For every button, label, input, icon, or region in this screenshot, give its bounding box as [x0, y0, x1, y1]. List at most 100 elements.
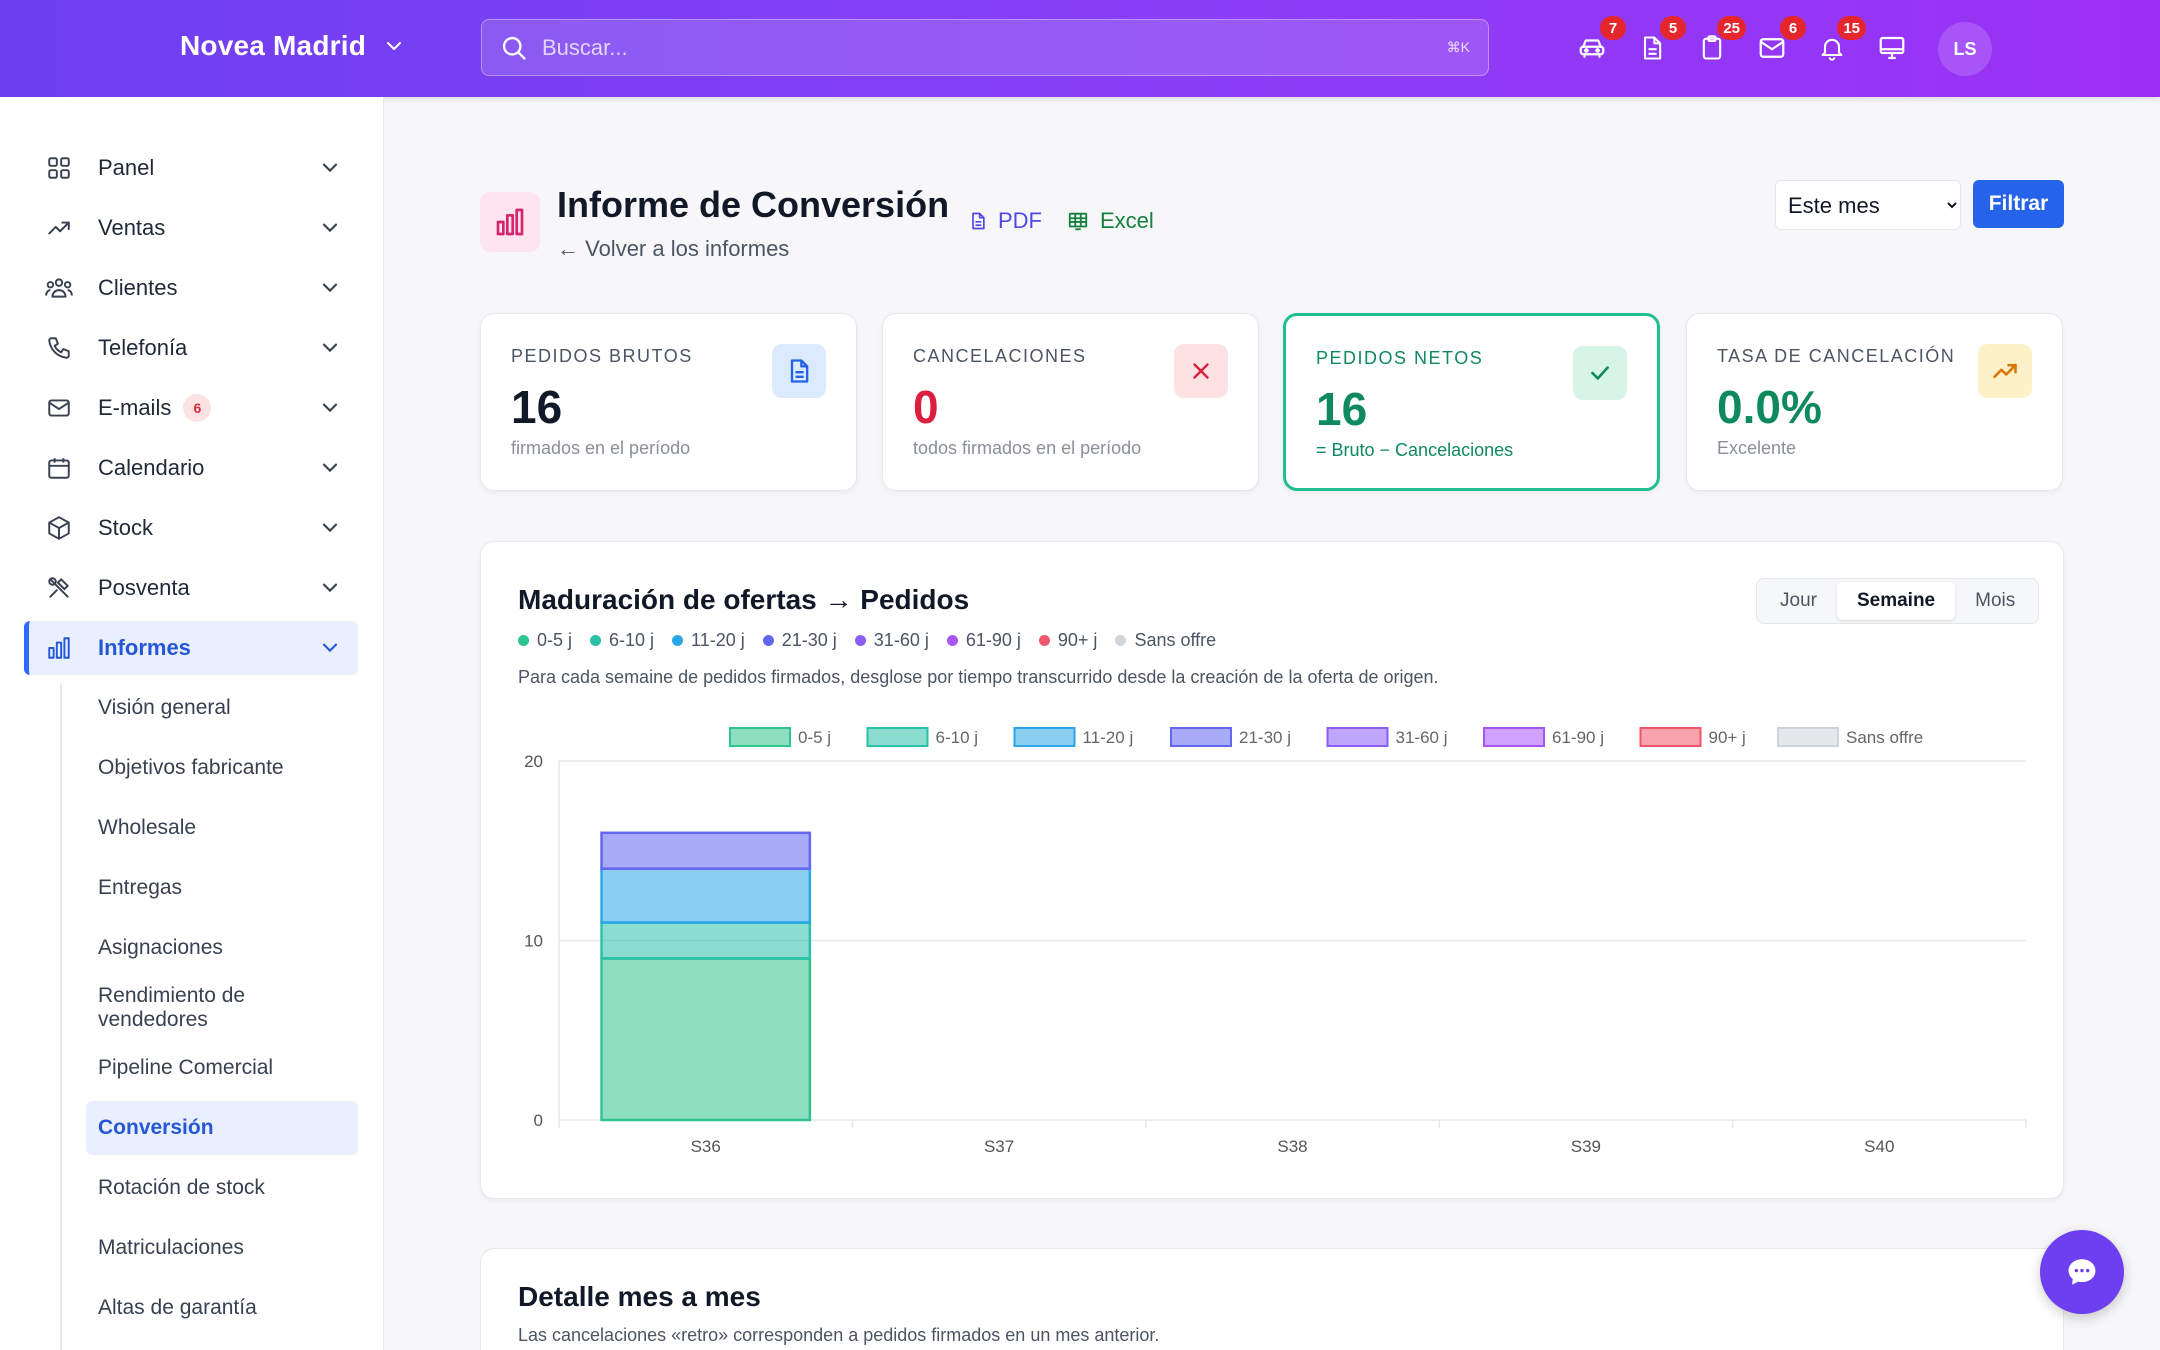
header-car-button[interactable]: 7 — [1572, 16, 1626, 72]
chart-legend-label: 61-90 j — [1552, 728, 1604, 747]
calendar-icon — [48, 458, 70, 479]
stat-card-gross-orders: PEDIDOS BRUTOS 16 firmados en el período — [480, 313, 857, 491]
sidebar-item-informes[interactable]: Informes — [24, 621, 358, 675]
sidebar-subitem-altas-garantia[interactable]: Altas de garantía — [98, 1296, 257, 1319]
stat-subtext: Excelente — [1717, 438, 1797, 458]
chart-legend-swatch — [729, 727, 791, 747]
sidebar-subitem-conversion[interactable]: Conversión — [86, 1101, 358, 1155]
sidebar-item-panel[interactable]: Panel — [24, 141, 358, 195]
legend-dot — [1115, 635, 1127, 646]
tools-icon — [48, 577, 70, 598]
sidebar-item-emails[interactable]: E-mails 6 — [24, 381, 358, 435]
sidebar-item-label: Calendario — [98, 455, 205, 480]
export-excel-link[interactable]: Excel — [1066, 208, 1154, 234]
bar-chart-icon — [48, 637, 70, 659]
stat-card-net-orders: PEDIDOS NETOS 16 = Bruto − Cancelaciones — [1283, 313, 1660, 491]
legend-dot — [854, 635, 866, 646]
search-shortcut: ⌘K — [1446, 39, 1470, 55]
export-pdf-link[interactable]: PDF — [968, 208, 1042, 234]
users-icon — [45, 278, 73, 298]
box-icon — [48, 516, 70, 540]
sidebar-item-calendario[interactable]: Calendario — [24, 441, 358, 495]
sidebar-subitem-objetivos-fabricante[interactable]: Objetivos fabricante — [98, 756, 284, 779]
sidebar-subitem-vision-general[interactable]: Visión general — [98, 696, 231, 719]
y-tick-label: 10 — [524, 932, 543, 951]
x-tick-label: S36 — [691, 1137, 721, 1156]
chart-legend-label: 6-10 j — [936, 728, 979, 747]
chevron-down-icon — [322, 163, 338, 173]
legend-item: 61-90 j — [946, 630, 1021, 651]
stacked-bar-chart: 0-5 j 6-10 j 11-20 j 21-30 j 31-60 j 61-90 j 9… — [524, 727, 2027, 1156]
legend-label: 11-20 j — [691, 630, 745, 650]
legend-dot — [590, 635, 602, 646]
stat-icon-tile — [1978, 344, 2032, 398]
sidebar-item-label: Panel — [98, 155, 155, 180]
chevron-down-icon — [322, 223, 338, 233]
document-badge: 5 — [1660, 16, 1686, 40]
document-icon — [790, 359, 809, 383]
sidebar-subitem-asignaciones[interactable]: Asignaciones — [98, 936, 223, 959]
chat-button[interactable] — [2040, 1230, 2124, 1314]
sidebar-item-clientes[interactable]: Clientes — [24, 261, 358, 315]
chart-legend-swatch — [1013, 727, 1076, 747]
header-bell-button[interactable]: 15 — [1812, 16, 1866, 72]
header-document-button[interactable]: 5 — [1632, 16, 1686, 72]
stat-label: PEDIDOS NETOS — [1316, 348, 1484, 368]
spreadsheet-icon — [1068, 212, 1088, 231]
sidebar-subitem-matriculaciones[interactable]: Matriculaciones — [98, 1236, 244, 1259]
chart-legend-swatch — [1483, 727, 1545, 747]
search-input[interactable] — [542, 34, 1447, 61]
page-title: Informe de Conversión — [557, 184, 950, 225]
sidebar-subitem-rendimiento-vendedores[interactable]: Rendimiento de vendedores — [98, 984, 246, 1031]
chart-legend-swatch — [1326, 727, 1389, 747]
legend-label: 0-5 j — [537, 630, 573, 650]
back-to-reports-link[interactable]: ← Volver a los informes — [557, 236, 790, 261]
period-select[interactable]: Este mes — [1775, 180, 1961, 230]
toggle-week[interactable]: Semaine — [1836, 582, 1956, 620]
legend-item: 90+ j — [1038, 630, 1097, 651]
toggle-day[interactable]: Jour — [1780, 590, 1817, 611]
user-avatar[interactable]: LS — [1938, 22, 1992, 76]
mail-badge: 6 — [1780, 16, 1806, 40]
brand-switcher[interactable]: Novea Madrid — [180, 30, 404, 62]
sidebar-item-posventa[interactable]: Posventa — [24, 561, 358, 615]
x-tick-label: S37 — [984, 1137, 1014, 1156]
stat-subtext: firmados en el período — [511, 438, 691, 458]
sidebar-item-ventas[interactable]: Ventas — [24, 201, 358, 255]
search-bar[interactable]: ⌘K — [481, 19, 1489, 76]
brand-name: Novea Madrid — [180, 30, 366, 61]
sidebar-subitem-entregas[interactable]: Entregas — [98, 876, 183, 899]
stat-subtext: todos firmados en el período — [913, 438, 1142, 458]
chart-legend-swatch — [1170, 727, 1232, 747]
sidebar-item-label: Telefonía — [98, 335, 188, 360]
chart-legend-label: 21-30 j — [1239, 728, 1291, 747]
header-monitor-button[interactable] — [1872, 24, 1912, 72]
legend-dot — [672, 635, 684, 646]
document-icon — [1643, 36, 1662, 60]
sidebar-subitem-rotacion-stock[interactable]: Rotación de stock — [98, 1176, 265, 1199]
sidebar-item-telefonia[interactable]: Telefonía — [24, 321, 358, 375]
chevron-down-icon — [322, 643, 338, 653]
sidebar: Panel Ventas Clientes Telefonía E-mails … — [0, 97, 384, 1350]
header-mail-button[interactable]: 6 — [1752, 16, 1806, 72]
trend-icon — [48, 221, 70, 235]
filter-button[interactable]: Filtrar — [1973, 180, 2064, 228]
stat-label: PEDIDOS BRUTOS — [511, 346, 693, 366]
chart-legend-label: 90+ j — [1709, 728, 1746, 747]
sidebar-item-stock[interactable]: Stock — [24, 501, 358, 555]
bell-badge: 15 — [1837, 16, 1866, 40]
stat-card-cancellations: CANCELACIONES 0 todos firmados en el per… — [882, 313, 1259, 491]
toggle-month[interactable]: Mois — [1975, 590, 2016, 611]
sidebar-item-label: Stock — [98, 515, 154, 540]
car-badge: 7 — [1600, 16, 1626, 40]
detail-description: Las cancelaciones «retro» corresponden a… — [518, 1325, 1160, 1345]
legend-item: Sans offre — [1115, 630, 1216, 651]
bar-chart-icon — [496, 208, 524, 236]
bar-segment — [600, 867, 812, 924]
header-clipboard-button[interactable]: 25 — [1692, 16, 1746, 72]
chart-legend-label: 31-60 j — [1396, 728, 1448, 747]
sidebar-subitem-wholesale[interactable]: Wholesale — [98, 816, 197, 839]
sidebar-item-label: Clientes — [98, 275, 178, 300]
stat-value: 0.0% — [1717, 381, 1822, 433]
sidebar-subitem-pipeline-comercial[interactable]: Pipeline Comercial — [98, 1056, 274, 1079]
